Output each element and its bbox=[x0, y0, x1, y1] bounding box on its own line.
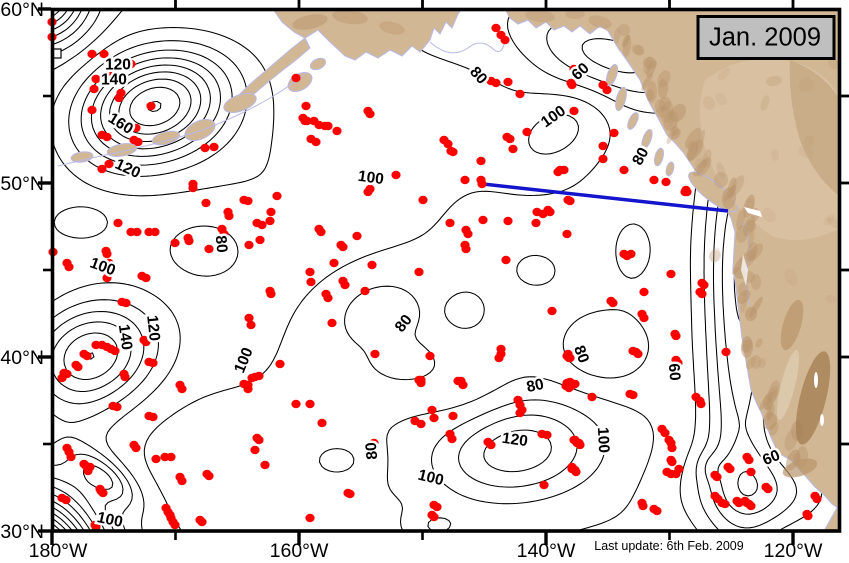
svg-text:30°N: 30°N bbox=[0, 521, 44, 543]
svg-text:140°W: 140°W bbox=[517, 540, 576, 562]
svg-text:140: 140 bbox=[101, 72, 127, 89]
svg-text:60°N: 60°N bbox=[0, 0, 44, 21]
svg-text:Last update: 6th Feb. 2009: Last update: 6th Feb. 2009 bbox=[594, 539, 743, 553]
svg-text:80: 80 bbox=[525, 376, 545, 396]
svg-text:120: 120 bbox=[143, 314, 163, 342]
svg-text:120: 120 bbox=[501, 430, 529, 450]
svg-text:160°W: 160°W bbox=[270, 540, 329, 562]
svg-text:120: 120 bbox=[105, 57, 131, 74]
svg-text:180°W: 180°W bbox=[29, 540, 88, 562]
svg-text:80: 80 bbox=[212, 235, 230, 254]
svg-text:80: 80 bbox=[363, 442, 381, 461]
svg-text:Jan. 2009: Jan. 2009 bbox=[709, 24, 821, 52]
svg-text:120°W: 120°W bbox=[764, 540, 823, 562]
svg-text:40°N: 40°N bbox=[0, 347, 44, 369]
svg-text:100: 100 bbox=[357, 168, 385, 188]
svg-text:60: 60 bbox=[665, 363, 683, 382]
svg-text:100: 100 bbox=[594, 427, 612, 454]
svg-text:50°N: 50°N bbox=[0, 173, 44, 195]
svg-text:140: 140 bbox=[115, 323, 135, 351]
